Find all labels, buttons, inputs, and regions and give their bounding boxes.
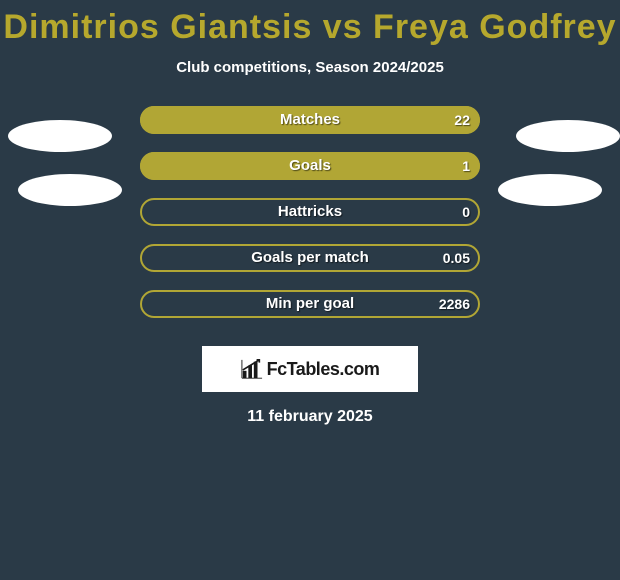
stat-row: Min per goal2286 [0,290,620,336]
avatar-ellipse [516,120,620,152]
bar-label: Min per goal [140,290,480,318]
stat-row: Goals per match0.05 [0,244,620,290]
date-label: 11 february 2025 [0,408,620,426]
bar-label: Matches [140,106,480,134]
bar-label: Goals [140,152,480,180]
bar-value: 0 [462,198,470,226]
logo-text: FcTables.com [267,359,380,380]
avatar-ellipse [8,120,112,152]
avatar-ellipse [18,174,122,206]
avatar-ellipse [498,174,602,206]
logo-box: FcTables.com [202,346,418,392]
bar-value: 2286 [439,290,470,318]
logo-inner: FcTables.com [241,358,380,380]
bar-value: 1 [462,152,470,180]
subtitle: Club competitions, Season 2024/2025 [0,59,620,76]
bar-value: 0.05 [443,244,470,272]
stat-row: Hattricks0 [0,198,620,244]
bar-value: 22 [454,106,470,134]
bar-label: Hattricks [140,198,480,226]
page-title: Dimitrios Giantsis vs Freya Godfrey [0,0,620,47]
bar-label: Goals per match [140,244,480,272]
bar-chart-icon [241,358,263,380]
